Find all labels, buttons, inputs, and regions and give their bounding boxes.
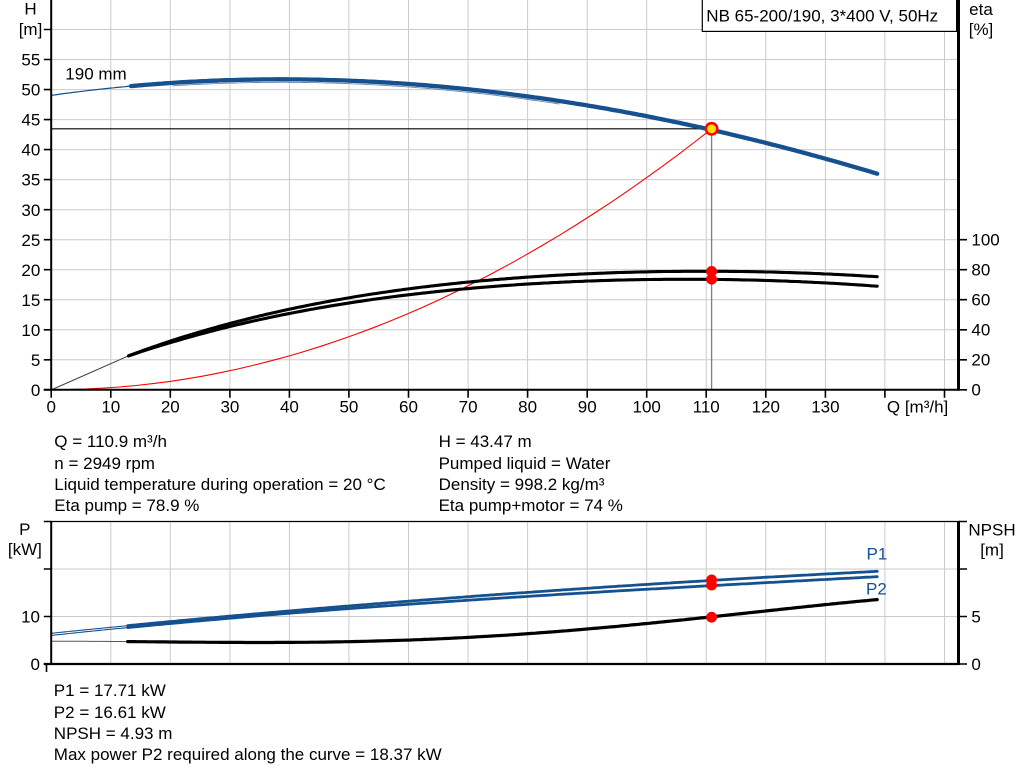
svg-text:Q [m³/h]: Q [m³/h] bbox=[887, 398, 948, 417]
svg-text:[kW]: [kW] bbox=[8, 540, 42, 559]
svg-text:90: 90 bbox=[578, 398, 597, 417]
svg-text:35: 35 bbox=[21, 171, 40, 190]
svg-text:P: P bbox=[19, 520, 30, 539]
svg-text:110: 110 bbox=[693, 398, 720, 417]
svg-text:NB 65-200/190, 3*400 V, 50Hz: NB 65-200/190, 3*400 V, 50Hz bbox=[706, 7, 938, 26]
svg-text:190 mm: 190 mm bbox=[65, 64, 126, 83]
svg-text:20: 20 bbox=[21, 261, 40, 280]
svg-text:0: 0 bbox=[31, 381, 40, 400]
svg-text:30: 30 bbox=[21, 201, 40, 220]
svg-text:40: 40 bbox=[971, 321, 990, 340]
svg-text:NPSH: NPSH bbox=[968, 521, 1015, 540]
svg-text:H: H bbox=[24, 0, 36, 19]
svg-text:30: 30 bbox=[220, 398, 239, 417]
svg-text:50: 50 bbox=[21, 81, 40, 100]
svg-text:5: 5 bbox=[31, 351, 40, 370]
svg-text:80: 80 bbox=[518, 398, 537, 417]
svg-text:70: 70 bbox=[459, 398, 478, 417]
svg-text:P2: P2 bbox=[866, 580, 887, 599]
svg-text:10: 10 bbox=[101, 398, 120, 417]
svg-text:20: 20 bbox=[971, 351, 990, 370]
svg-text:60: 60 bbox=[399, 398, 418, 417]
svg-text:100: 100 bbox=[971, 231, 999, 250]
svg-text:eta: eta bbox=[969, 0, 993, 19]
svg-text:55: 55 bbox=[21, 51, 40, 70]
svg-text:100: 100 bbox=[633, 398, 661, 417]
svg-text:5: 5 bbox=[971, 607, 980, 626]
svg-text:0: 0 bbox=[971, 381, 980, 400]
svg-text:10: 10 bbox=[21, 321, 40, 340]
svg-text:[m]: [m] bbox=[980, 541, 1004, 560]
svg-text:0: 0 bbox=[971, 655, 980, 674]
svg-text:20: 20 bbox=[161, 398, 180, 417]
svg-text:40: 40 bbox=[280, 398, 299, 417]
svg-text:80: 80 bbox=[971, 261, 990, 280]
svg-text:15: 15 bbox=[21, 291, 40, 310]
svg-text:[%]: [%] bbox=[969, 20, 994, 39]
svg-text:130: 130 bbox=[811, 398, 839, 417]
svg-text:P1: P1 bbox=[867, 545, 888, 564]
svg-text:[m]: [m] bbox=[19, 20, 43, 39]
svg-text:40: 40 bbox=[21, 141, 40, 160]
svg-text:0: 0 bbox=[46, 398, 55, 417]
svg-text:50: 50 bbox=[339, 398, 358, 417]
svg-text:45: 45 bbox=[21, 111, 40, 130]
svg-text:10: 10 bbox=[21, 607, 40, 626]
svg-text:0: 0 bbox=[31, 655, 40, 674]
svg-text:25: 25 bbox=[21, 231, 40, 250]
svg-text:120: 120 bbox=[752, 398, 780, 417]
svg-text:60: 60 bbox=[971, 291, 990, 310]
